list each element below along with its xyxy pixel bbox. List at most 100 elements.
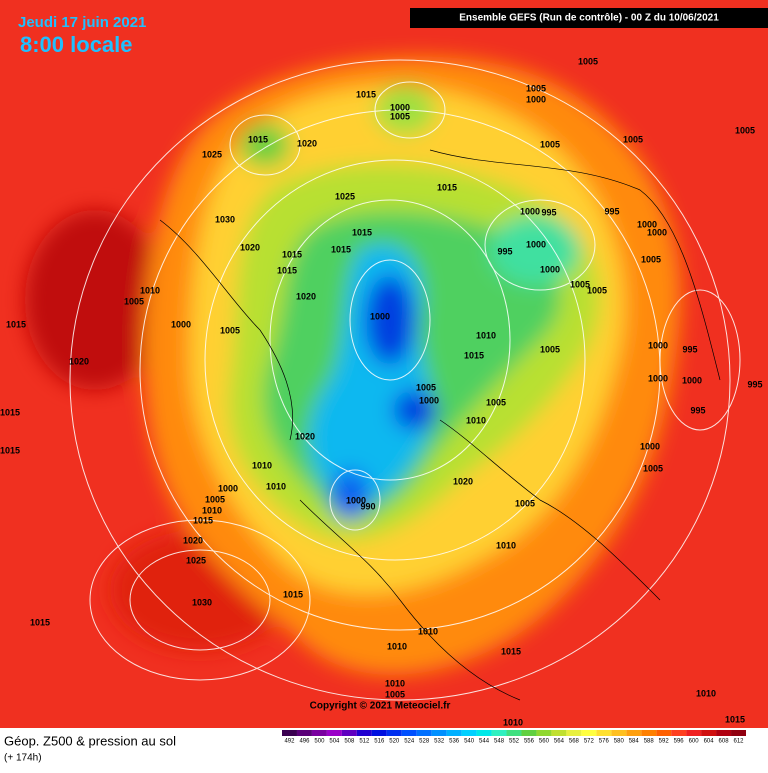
scale-label: 528 <box>419 739 430 745</box>
scale-label: 608 <box>719 739 730 745</box>
run-box <box>410 8 768 28</box>
scale-label: 592 <box>659 739 670 745</box>
isobar-label: 1005 <box>390 111 410 121</box>
isobar-label: 1000 <box>648 373 668 383</box>
isobar-label: 995 <box>690 405 705 415</box>
scale-swatch <box>611 730 627 736</box>
scale-swatch <box>341 730 357 736</box>
scale-swatch <box>521 730 537 736</box>
scale-swatch <box>326 730 342 736</box>
footer-lead: (+ 174h) <box>4 753 42 764</box>
isobar-label: 1000 <box>647 227 667 237</box>
isobar-label: 1015 <box>352 227 372 237</box>
scale-label: 516 <box>374 739 385 745</box>
isobar-label: 1025 <box>186 555 206 565</box>
isobar-label: 1010 <box>476 330 496 340</box>
scale-label: 600 <box>689 739 700 745</box>
isobar-label: 995 <box>604 206 619 216</box>
isobar-label: 1005 <box>570 279 590 289</box>
isobar-label: 995 <box>682 344 697 354</box>
scale-label: 512 <box>359 739 370 745</box>
scale-swatch <box>371 730 387 736</box>
footer-title: Géop. Z500 & pression au sol <box>4 733 176 748</box>
scale-label: 564 <box>554 739 565 745</box>
isobar-label: 1000 <box>637 219 657 229</box>
isobar-label: 1005 <box>587 285 607 295</box>
isobar-label: 1010 <box>140 285 160 295</box>
isobar-label: 1010 <box>418 626 438 636</box>
scale-swatch <box>701 730 717 736</box>
isobar-label: 1010 <box>503 717 523 727</box>
scale-label: 604 <box>704 739 715 745</box>
isobar-label: 1015 <box>0 445 20 455</box>
isobar-label: 1010 <box>696 688 716 698</box>
scale-swatch <box>551 730 567 736</box>
isobar-label: 1000 <box>640 441 660 451</box>
isobar-label: 1010 <box>385 678 405 688</box>
isobar-label: 995 <box>747 379 762 389</box>
scale-swatch <box>671 730 687 736</box>
isobar-label: 995 <box>541 207 556 217</box>
isobar-label: 1015 <box>356 89 376 99</box>
isobar-label: 1000 <box>390 102 410 112</box>
scale-label: 520 <box>389 739 400 745</box>
scale-label: 496 <box>299 739 310 745</box>
scale-label: 580 <box>614 739 625 745</box>
isobar-label: 1015 <box>193 515 213 525</box>
scale-swatch <box>401 730 417 736</box>
scale-label: 492 <box>284 739 295 745</box>
scale-swatch <box>731 730 746 736</box>
local-time: 8:00 locale <box>20 32 133 57</box>
scale-label: 612 <box>734 739 745 745</box>
isobar-label: 1000 <box>682 375 702 385</box>
scale-swatch <box>686 730 702 736</box>
scale-label: 524 <box>404 739 415 745</box>
isobar-label: 1005 <box>643 463 663 473</box>
isobar-label: 1015 <box>464 350 484 360</box>
scale-swatch <box>311 730 327 736</box>
isobar-label: 1010 <box>202 505 222 515</box>
isobar-label: 1005 <box>540 344 560 354</box>
scale-label: 540 <box>464 739 475 745</box>
scale-swatch <box>596 730 612 736</box>
isobar-label: 1020 <box>295 431 315 441</box>
isobar-label: 1005 <box>416 382 436 392</box>
scale-swatch <box>656 730 672 736</box>
isobar-label: 1005 <box>124 296 144 306</box>
scale-swatch <box>296 730 312 736</box>
scale-label: 588 <box>644 739 655 745</box>
isobar-label: 1020 <box>69 356 89 366</box>
isobar-label: 1010 <box>496 540 516 550</box>
isobar-label: 1010 <box>466 415 486 425</box>
copyright: Copyright © 2021 Meteociel.fr <box>310 701 451 712</box>
scale-label: 552 <box>509 739 520 745</box>
isobar-label: 1000 <box>218 483 238 493</box>
isobar-label: 1025 <box>335 191 355 201</box>
scale-swatch <box>431 730 447 736</box>
isobar-label: 995 <box>497 246 512 256</box>
scale-label: 548 <box>494 739 505 745</box>
scale-label: 508 <box>344 739 355 745</box>
isobar-label: 1015 <box>6 319 26 329</box>
isobar-label: 1005 <box>578 56 598 66</box>
scale-swatch <box>416 730 432 736</box>
isobar-label: 1005 <box>515 498 535 508</box>
isobar-label: 1005 <box>623 134 643 144</box>
scale-label: 572 <box>584 739 595 745</box>
scale-swatch <box>282 730 297 736</box>
scale-swatch <box>461 730 477 736</box>
scale-label: 576 <box>599 739 610 745</box>
isobar-label: 1005 <box>526 83 546 93</box>
isobar-label: 1000 <box>526 94 546 104</box>
isobar-label: 1015 <box>283 589 303 599</box>
isobar-label: 1000 <box>171 319 191 329</box>
isobar-label: 990 <box>360 501 375 511</box>
isobar-label: 1030 <box>215 214 235 224</box>
scale-label: 500 <box>314 739 325 745</box>
isobar-label: 1015 <box>30 617 50 627</box>
scale-label: 560 <box>539 739 550 745</box>
isobar-label: 1025 <box>202 149 222 159</box>
date: Jeudi 17 juin 2021 <box>18 14 146 31</box>
isobar-label: 1020 <box>240 242 260 252</box>
